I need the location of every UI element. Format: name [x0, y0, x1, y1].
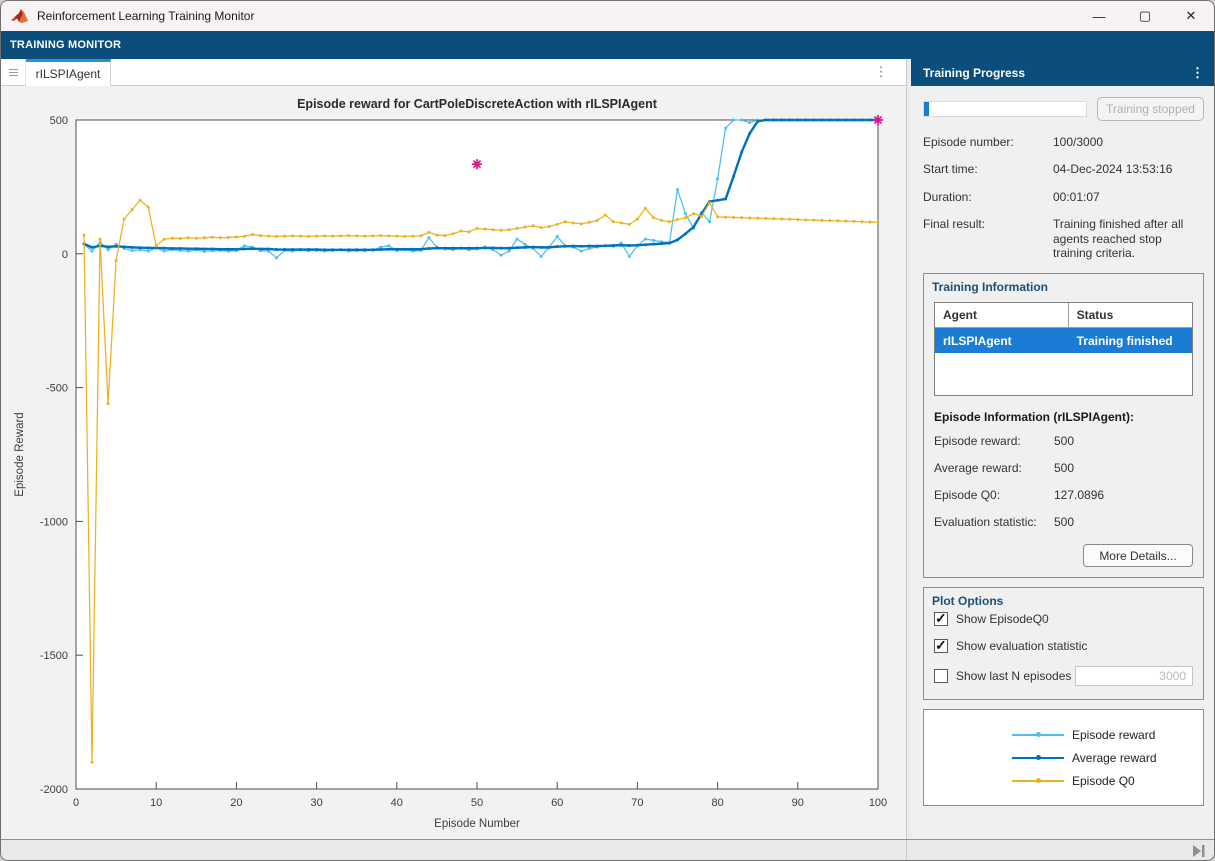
series-line-average-reward	[83, 118, 878, 251]
episode-q0-line-swatch	[1012, 777, 1064, 783]
show-last-n-episodes-checkbox[interactable]	[934, 669, 948, 684]
training-progress-bar	[923, 101, 1087, 117]
episode-number-label: Episode number:	[923, 135, 1014, 149]
average-reward-value: 500	[1054, 461, 1075, 476]
show-episodeq0-checkbox[interactable]	[934, 610, 948, 627]
episode-q0-value: 127.0896	[1054, 488, 1105, 503]
tab-rilspiagent[interactable]: rILSPIAgent	[26, 59, 111, 86]
duration-label: Duration:	[923, 189, 972, 204]
final-result-value: Training finished after all agents reach…	[1053, 217, 1184, 260]
training-progress-fill	[924, 102, 930, 116]
panel-title: Training Progress	[923, 65, 1026, 80]
evaluation-statistic-value: 500	[1054, 515, 1075, 530]
y-tick-label: 500	[50, 115, 68, 127]
episode-q0-label: Episode Q0:	[934, 488, 1001, 503]
last-n-episodes-input[interactable]	[1075, 666, 1193, 687]
legend-label: Episode reward	[1072, 727, 1156, 742]
x-axis-label: Episode Number	[434, 818, 520, 830]
y-tick-label: -500	[46, 383, 68, 395]
document-tab-strip: rILSPIAgent ⋮	[1, 59, 906, 86]
table-header-row: Agent Status	[935, 303, 1192, 329]
episode-reward-value: 500	[1054, 434, 1075, 449]
episode-reward-line-swatch	[1012, 731, 1064, 737]
evaluation-statistic-marker	[873, 115, 883, 125]
final-result-label: Final result:	[923, 217, 986, 232]
panel-menu-icon[interactable]: ⋮	[1191, 64, 1204, 80]
average-reward-label: Average reward:	[934, 461, 1022, 476]
figure-pane: rILSPIAgent ⋮ Episode reward for CartPol…	[1, 59, 906, 839]
pane-divider[interactable]	[906, 59, 911, 839]
y-tick-label: -1000	[40, 516, 68, 528]
minimize-button[interactable]: —	[1092, 8, 1106, 24]
y-axis-label: Episode Reward	[14, 412, 26, 496]
training-progress-panel: Training Progress ⋮ Training stopped Epi…	[911, 59, 1214, 839]
x-tick-label: 10	[150, 797, 162, 809]
table-empty-area	[935, 353, 1192, 396]
y-tick-label: -1500	[40, 650, 68, 662]
show-last-n-episodes-label: Show last N episodes	[956, 669, 1072, 684]
legend-label: Average reward	[1072, 750, 1157, 765]
x-tick-label: 90	[792, 797, 804, 809]
duration-value: 00:01:07	[1053, 189, 1100, 204]
status-bar	[1, 839, 1214, 860]
matlab-logo-icon	[11, 8, 28, 23]
panel-header: Training Progress ⋮	[911, 59, 1214, 86]
x-tick-label: 0	[73, 797, 79, 809]
agent-status-table: Agent Status rILSPIAgent Training finish…	[934, 302, 1193, 397]
legend-item-episode-reward: Episode reward	[1012, 728, 1203, 742]
table-row[interactable]: rILSPIAgent Training finished	[935, 328, 1192, 354]
y-tick-label: -2000	[40, 784, 68, 796]
tab-strip-menu-icon[interactable]: ⋮	[874, 64, 888, 79]
chart-legend: Episode reward Average reward Episode Q0	[923, 709, 1204, 807]
training-chart: Episode reward for CartPoleDiscreteActio…	[14, 97, 887, 830]
start-time-value: 04-Dec-2024 13:53:16	[1053, 162, 1173, 177]
average-reward-line-swatch	[1012, 754, 1064, 760]
show-evaluation-statistic-label: Show evaluation statistic	[956, 639, 1088, 654]
x-tick-label: 70	[631, 797, 643, 809]
x-tick-label: 50	[471, 797, 483, 809]
plot-options-section: Plot Options Show EpisodeQ0 Show evaluat…	[923, 587, 1204, 701]
maximize-button[interactable]: ▢	[1138, 8, 1152, 23]
training-figure: Episode reward for CartPoleDiscreteActio…	[1, 87, 906, 839]
x-tick-label: 30	[310, 797, 322, 809]
start-time-label: Start time:	[923, 162, 978, 177]
show-episodeq0-label: Show EpisodeQ0	[956, 612, 1049, 627]
table-cell-agent: rILSPIAgent	[935, 328, 1069, 354]
column-header-status: Status	[1076, 308, 1114, 323]
close-button[interactable]: ✕	[1185, 8, 1197, 23]
episode-reward-label: Episode reward:	[934, 434, 1021, 449]
plot-area	[75, 119, 879, 790]
evaluation-statistic-label: Evaluation statistic:	[934, 515, 1037, 530]
legend-item-episode-q0: Episode Q0	[1012, 774, 1203, 788]
window-title: Reinforcement Learning Training Monitor	[37, 9, 255, 23]
x-tick-label: 20	[230, 797, 242, 809]
episode-number-value: 100/3000	[1053, 135, 1104, 149]
x-tick-label: 60	[551, 797, 563, 809]
title-bar: Reinforcement Learning Training Monitor …	[1, 1, 1214, 31]
training-information-section: Training Information Agent Status rILSPI…	[923, 273, 1204, 579]
legend-item-average-reward: Average reward	[1012, 751, 1203, 765]
episode-information-header: Episode Information (rILSPIAgent):	[934, 410, 1134, 425]
training-information-header: Training Information	[932, 280, 1048, 295]
ribbon-bar: TRAINING MONITOR	[1, 31, 1214, 59]
table-cell-status: Training finished	[1076, 333, 1173, 348]
evaluation-statistic-marker	[472, 160, 482, 169]
tab-grip-icon[interactable]	[1, 59, 26, 85]
more-details-button[interactable]: More Details...	[1083, 544, 1193, 568]
legend-label: Episode Q0	[1072, 773, 1135, 788]
y-tick-label: 0	[62, 249, 68, 261]
plot-options-header: Plot Options	[932, 594, 1004, 609]
skip-to-end-icon[interactable]	[1191, 844, 1207, 858]
training-stopped-button[interactable]: Training stopped	[1097, 97, 1204, 121]
ribbon-tab-training-monitor[interactable]: TRAINING MONITOR	[10, 39, 122, 51]
x-tick-label: 40	[391, 797, 403, 809]
x-tick-label: 100	[869, 797, 887, 809]
x-tick-label: 80	[711, 797, 723, 809]
show-evaluation-statistic-checkbox[interactable]	[934, 637, 948, 654]
column-header-agent: Agent	[935, 303, 1069, 328]
chart-title: Episode reward for CartPoleDiscreteActio…	[297, 97, 658, 111]
series-line-episode-q0	[83, 199, 879, 763]
